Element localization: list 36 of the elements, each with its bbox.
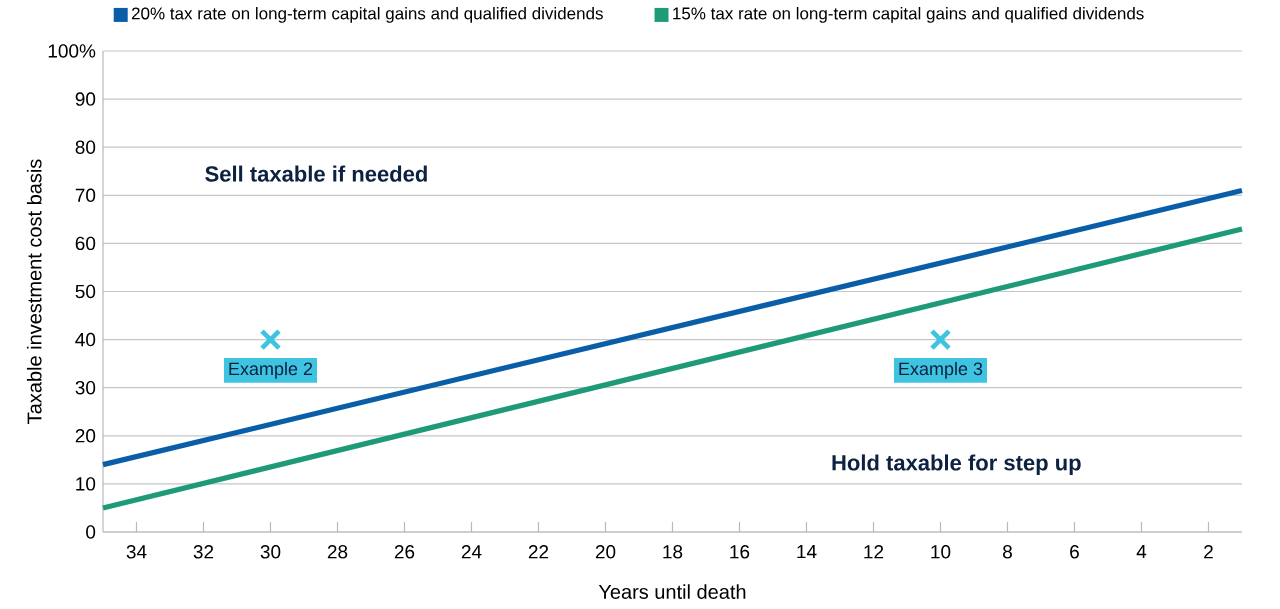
x-tick-label: 14 [797,545,817,559]
x-tick-label: 4 [1136,545,1147,559]
annotation: Example 3 [899,361,983,379]
x-tick-label: 16 [730,545,750,559]
legend-label: 15% tax rate on long-term capital gains and qualified dividends [673,6,1144,23]
x-tick-label: 28 [327,545,348,559]
legend-label: 20% tax rate on long-term capital gains and qualified dividends [131,6,603,23]
x-tick-label: 20 [595,545,616,559]
y-tick-label: 40 [75,332,96,347]
x-tick-label: 12 [864,545,884,559]
y-tick-label: 70 [75,188,96,203]
annotation: Sell taxable if needed [205,165,427,182]
y-tick-label: 90 [75,92,96,106]
x-tick-label: 6 [1070,545,1079,559]
x-axis-title: Years until death [598,584,746,599]
x-tick-label: 32 [193,545,214,559]
annotation: Hold taxable for step up [832,454,1081,475]
y-axis-title: Taxable investment cost basis [26,159,42,424]
x-tick-label: 30 [260,545,281,559]
y-tick-label: 10 [76,477,96,491]
y-tick-label: 100% [48,44,96,58]
x-tick-label: 22 [528,545,549,559]
y-tick-label: 30 [75,380,96,395]
y-tick-label: 50 [75,284,96,299]
x-tick-label: 2 [1204,545,1213,559]
y-tick-label: 20 [75,429,96,443]
x-tick-label: 26 [394,545,415,559]
y-tick-label: 60 [75,236,96,251]
annotation: Example 2 [229,361,313,379]
x-tick-label: 24 [461,545,482,559]
y-tick-label: 0 [86,525,96,539]
x-tick-label: 10 [931,545,951,559]
y-tick-label: 80 [75,140,96,154]
x-tick-label: 34 [126,545,147,559]
x-tick-label: 18 [663,545,683,559]
x-tick-label: 8 [1003,545,1012,559]
